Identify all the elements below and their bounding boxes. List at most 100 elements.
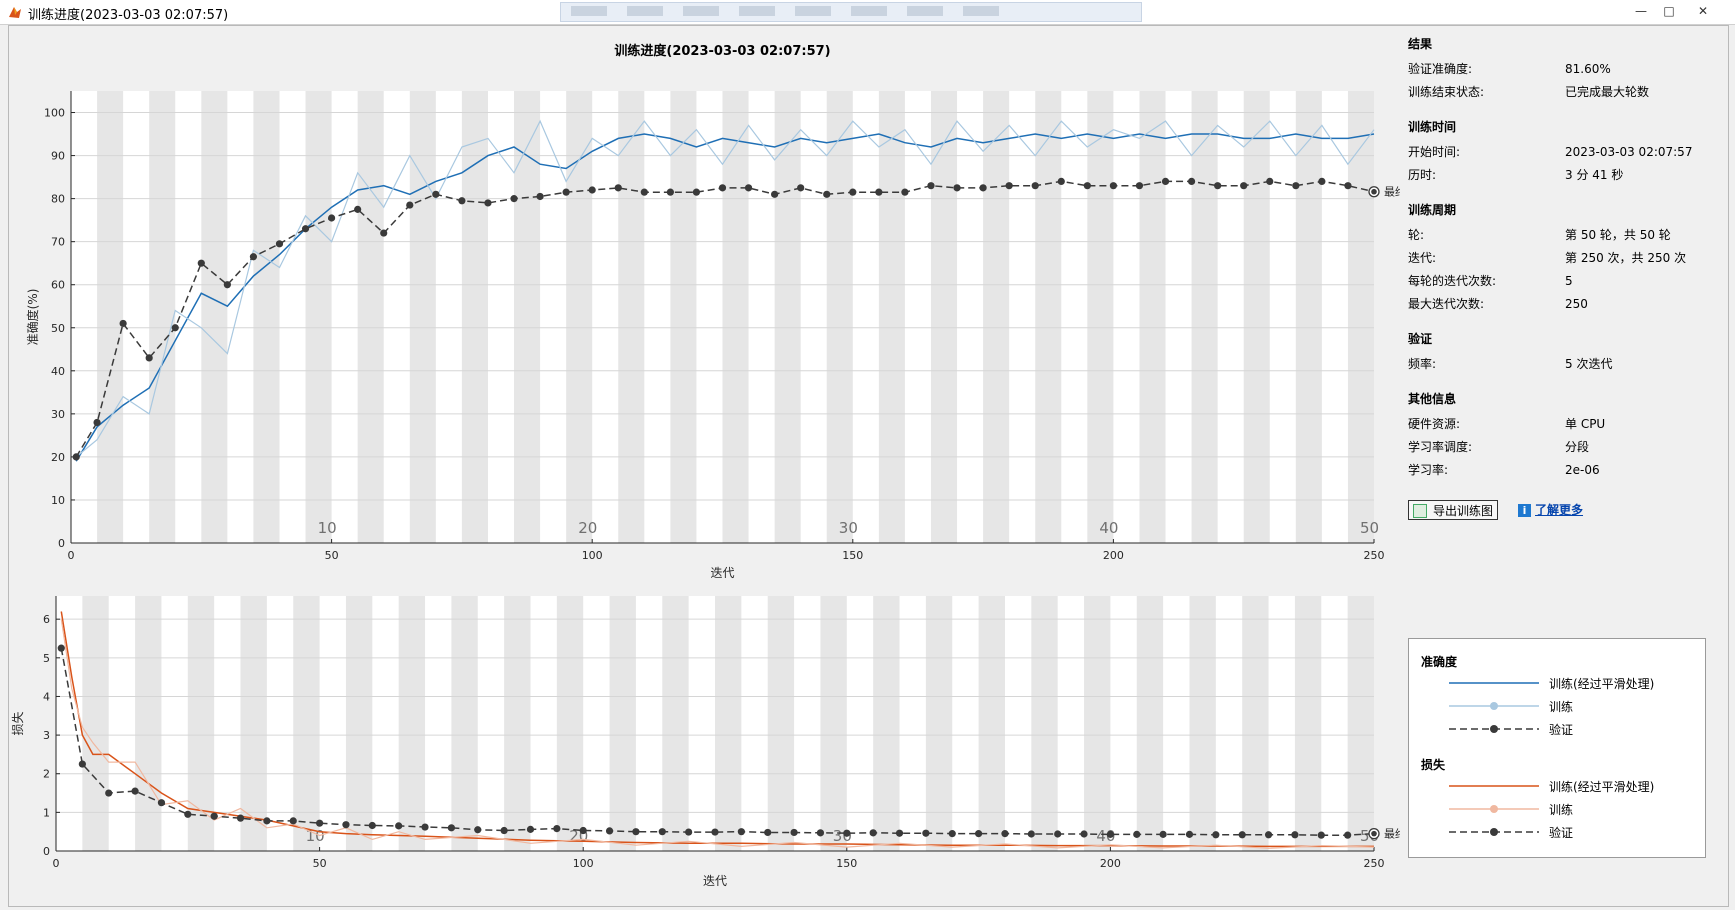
validation-point: [849, 188, 857, 196]
info-row: 验证准确度: 81.60%: [1408, 58, 1708, 81]
info-value: 第 250 次，共 250 次: [1565, 251, 1687, 265]
legend-line-loss-val: [1449, 828, 1539, 836]
y-tick-label: 80: [51, 193, 65, 206]
validation-heading: 验证: [1408, 332, 1433, 346]
info-label: 最大迭代次数:: [1408, 297, 1485, 311]
info-panel: 结果 验证准确度: 81.60% 训练结束状态: 已完成最大轮数 训练时间 开始时间…: [1408, 35, 1708, 482]
info-label: 每轮的迭代次数:: [1408, 274, 1497, 288]
final-marker-dot: [1371, 188, 1377, 195]
x-tick-label: 250: [1364, 549, 1385, 562]
learn-more-link[interactable]: i 了解更多: [1518, 500, 1583, 520]
legend-label: 验证: [1549, 723, 1574, 737]
epoch-band: [1347, 91, 1374, 543]
validation-point: [614, 184, 622, 192]
y-tick-label: 30: [51, 408, 65, 421]
epoch-band: [1035, 91, 1062, 543]
epoch-label: 20: [578, 519, 597, 537]
maximize-button[interactable]: □: [1663, 4, 1675, 18]
epoch-band: [618, 91, 645, 543]
validation-point: [640, 188, 648, 196]
x-axis-label: 迭代: [710, 566, 734, 580]
validation-point: [666, 188, 674, 196]
info-value: 5 次迭代: [1565, 357, 1613, 371]
info-value: 2023-03-03 02:07:57: [1565, 145, 1693, 159]
accuracy-chart: 0 10 20 30 40 50 60 70 80 90 100 0 50 100 150 200 250 10 2…: [25, 43, 1400, 580]
info-row: 频率: 5 次迭代: [1408, 353, 1708, 376]
validation-point: [1214, 182, 1222, 190]
validation-point: [119, 319, 127, 328]
validation-point: [588, 186, 596, 194]
time-heading: 训练时间: [1408, 120, 1457, 134]
info-row: 最大迭代次数: 250: [1408, 293, 1708, 316]
validation-point: [1031, 182, 1039, 190]
series-line-raw: [75, 119, 1375, 458]
legend-label: 训练(经过平滑处理): [1549, 780, 1655, 794]
epoch-band: [305, 91, 332, 543]
info-label: 训练结束状态:: [1408, 85, 1485, 99]
window-title: 训练进度(2023-03-03 02:07:57): [28, 8, 229, 23]
y-tick-label: 60: [51, 279, 65, 292]
validation-point: [301, 225, 310, 233]
export-plot-button[interactable]: 导出训练图: [1408, 500, 1498, 520]
validation-point: [432, 190, 440, 198]
minimize-button[interactable]: —: [1635, 4, 1647, 18]
validation-point: [927, 182, 935, 190]
info-label: 开始时间:: [1408, 145, 1461, 159]
epoch-band: [201, 91, 228, 543]
validation-point: [562, 188, 570, 196]
epoch-band: [983, 91, 1010, 543]
legend-line-loss-smooth: [1449, 785, 1539, 787]
info-value: 第 50 轮，共 50 轮: [1565, 228, 1671, 242]
info-label: 学习率调度:: [1408, 440, 1473, 454]
info-label: 频率:: [1408, 357, 1437, 371]
info-row: 迭代: 第 250 次，共 250 次: [1408, 247, 1708, 270]
info-value: 分段: [1565, 440, 1590, 454]
validation-point: [1266, 177, 1274, 185]
validation-point: [510, 195, 518, 203]
export-image-icon: [1413, 504, 1427, 518]
validation-point: [692, 188, 701, 196]
cycle-heading: 训练周期: [1408, 203, 1457, 217]
epoch-band: [1295, 91, 1322, 543]
validation-point: [223, 281, 231, 289]
info-row: 轮: 第 50 轮，共 50 轮: [1408, 224, 1708, 247]
validation-point: [823, 190, 831, 198]
legend-box: 准确度 训练(经过平滑处理) 训练 验证 损失 训练(经过平滑处理) 训练 验证: [1408, 638, 1706, 858]
validation-point: [380, 229, 388, 237]
chart-title: 训练进度(2023-03-03 02:07:57): [614, 43, 830, 59]
validation-point: [1109, 182, 1117, 190]
legend-line-acc-raw: [1449, 702, 1539, 710]
close-button[interactable]: ✕: [1697, 4, 1709, 18]
validation-point: [744, 184, 753, 192]
info-label: 学习率:: [1408, 463, 1449, 477]
info-row: 硬件资源: 单 CPU: [1408, 413, 1708, 436]
validation-point: [145, 354, 153, 362]
validation-point: [484, 199, 492, 207]
info-row: 历时: 3 分 41 秒: [1408, 164, 1708, 187]
series-line-smooth: [75, 133, 1375, 462]
info-row: 学习率调度: 分段: [1408, 436, 1708, 459]
legend-label: 验证: [1549, 826, 1574, 840]
x-tick-label: 0: [68, 549, 75, 562]
validation-point: [1083, 182, 1091, 190]
info-label: 迭代:: [1408, 251, 1437, 265]
epoch-label: 40: [1099, 519, 1118, 537]
epoch-band: [1139, 91, 1166, 543]
epoch-band: [409, 91, 436, 543]
matlab-app-icon: [9, 7, 21, 18]
validation-point: [197, 259, 205, 267]
x-tick-label: 50: [325, 549, 339, 562]
validation-point: [406, 201, 414, 209]
validation-point: [354, 205, 362, 213]
y-tick-label: 0: [58, 537, 65, 550]
legend-loss-heading: 损失: [1421, 758, 1446, 772]
background-window-strip: [560, 2, 1142, 22]
validation-point: [1344, 182, 1352, 190]
validation-point: [875, 188, 883, 196]
epoch-band: [461, 91, 488, 543]
validation-point: [1318, 177, 1326, 185]
epoch-band: [722, 91, 749, 543]
epoch-band: [774, 91, 801, 543]
y-tick-label: 40: [51, 365, 65, 378]
legend-line-acc-smooth: [1449, 682, 1539, 684]
